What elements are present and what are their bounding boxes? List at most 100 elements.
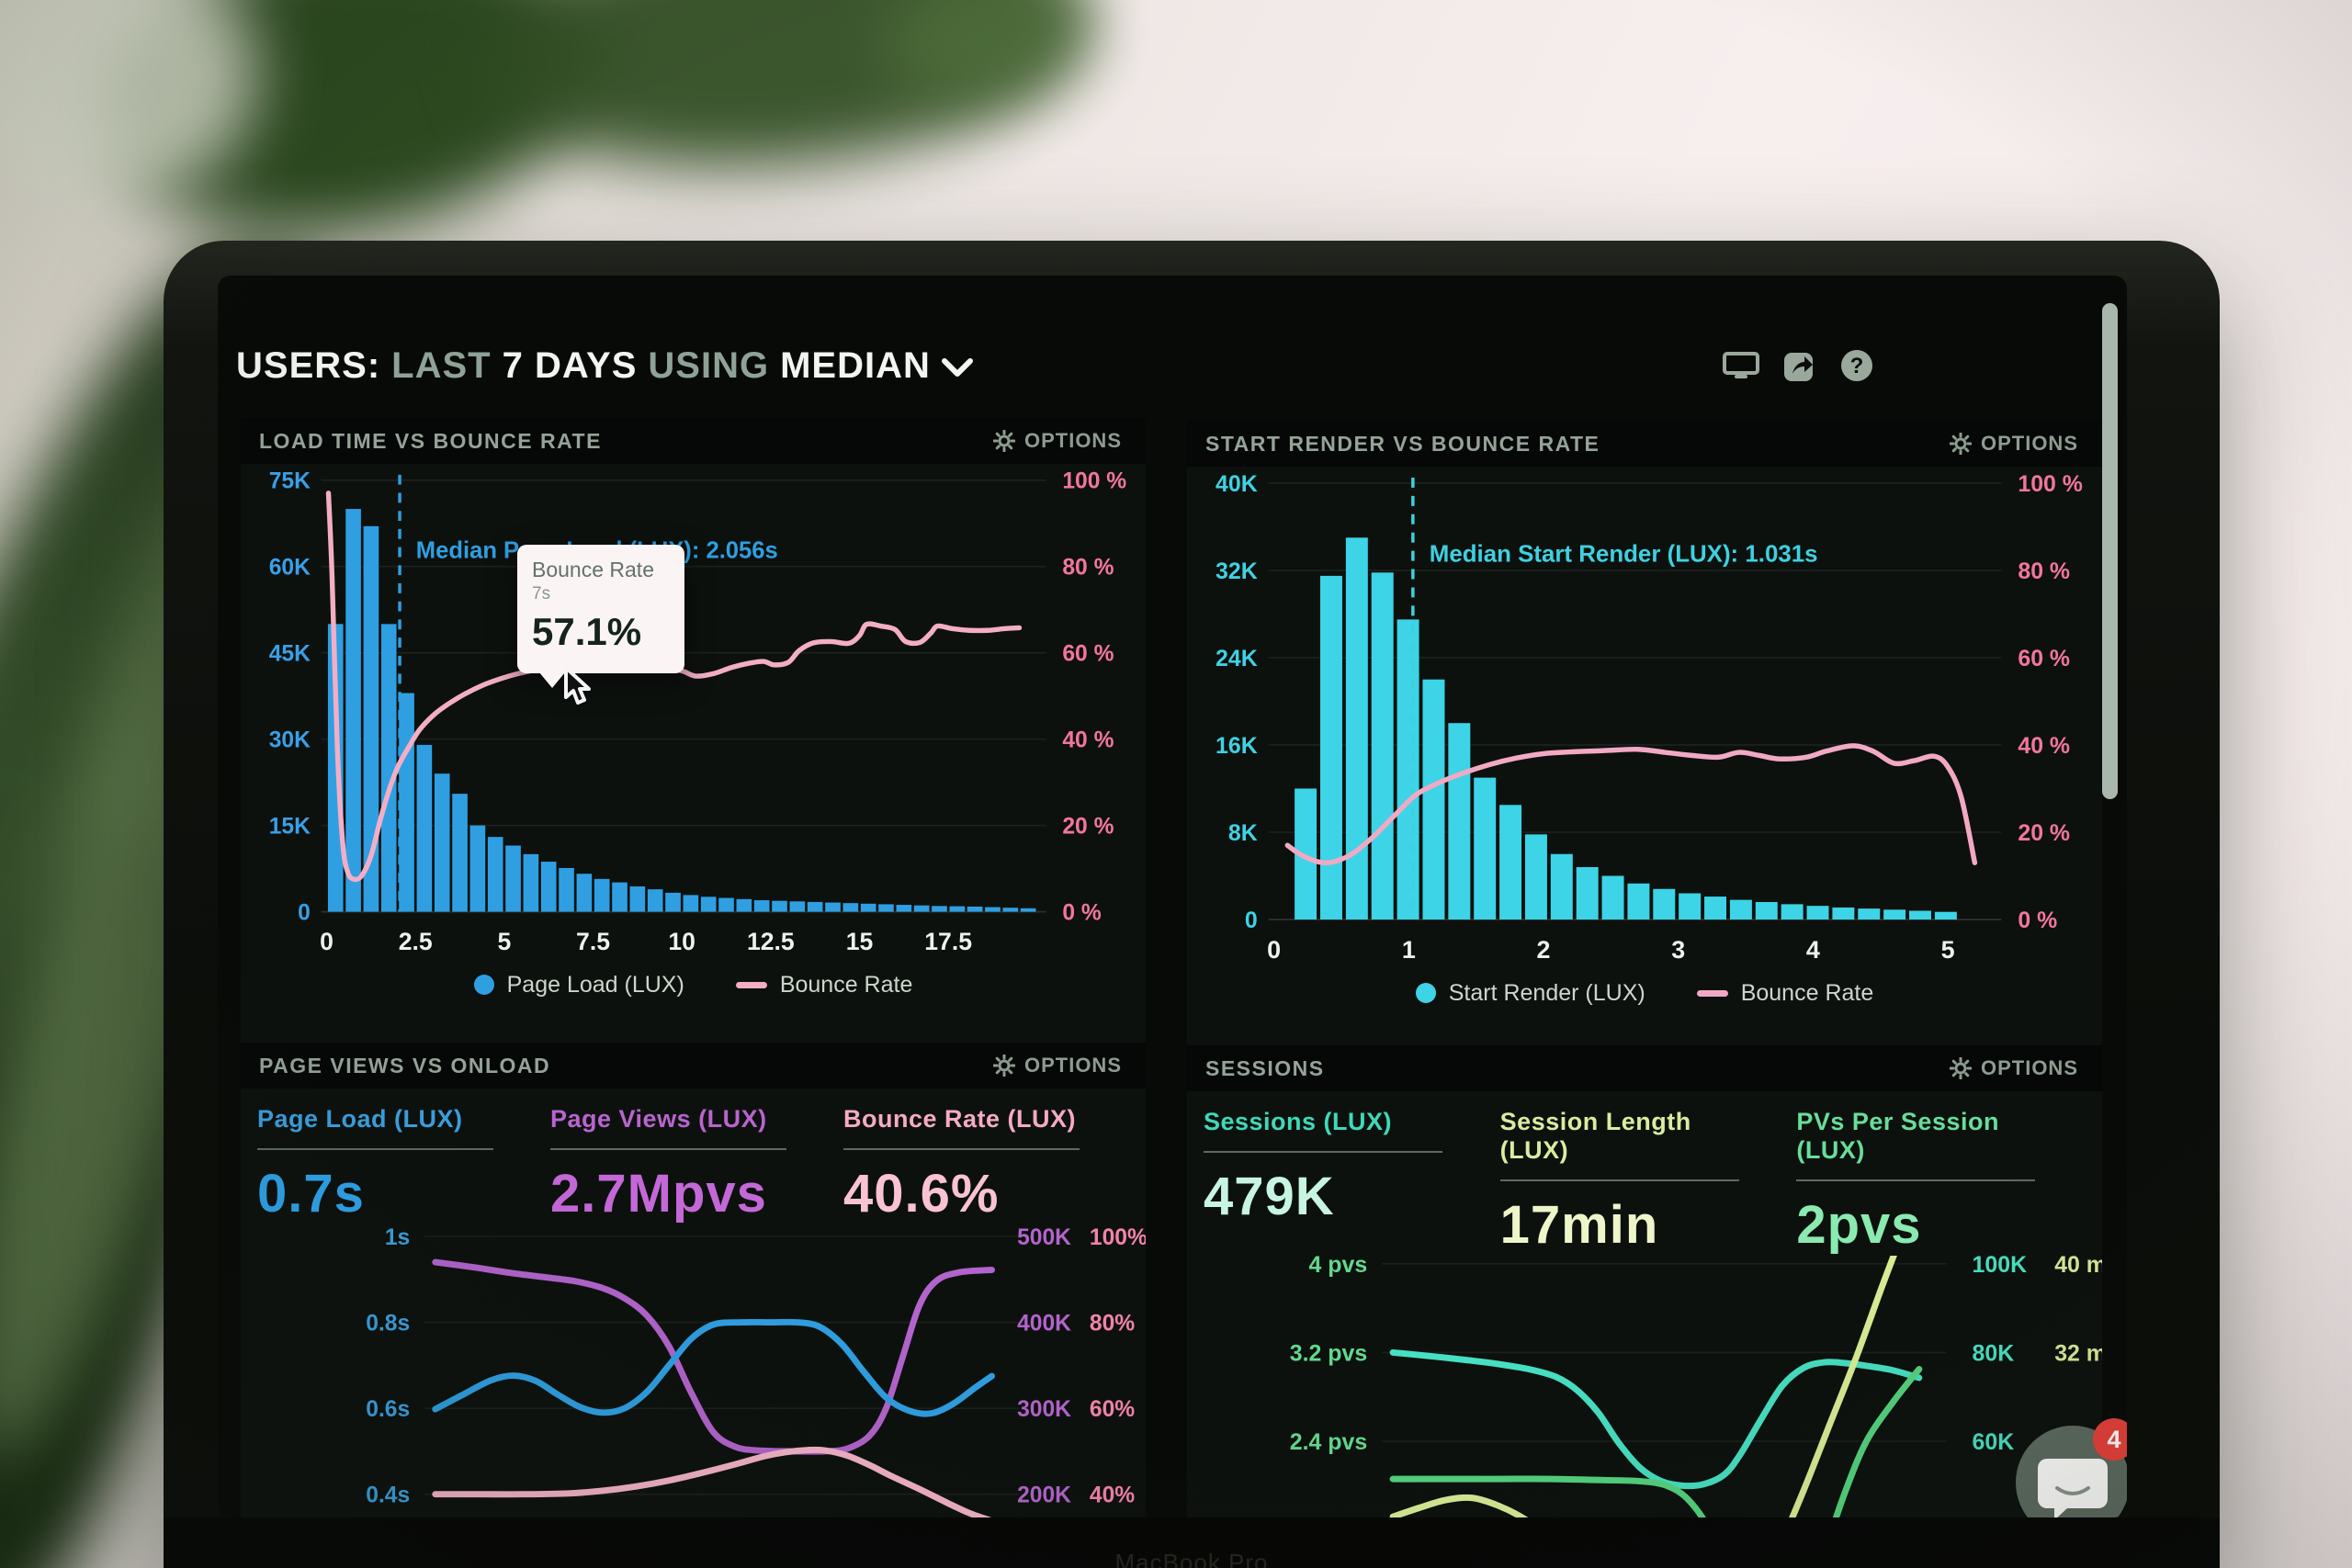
metric-value: 479K: [1204, 1167, 1335, 1226]
scrollbar-thumb[interactable]: [2102, 303, 2118, 799]
chevron-down-icon: [941, 345, 973, 387]
svg-text:60K: 60K: [1973, 1429, 2015, 1455]
display-icon[interactable]: [1723, 351, 1759, 380]
panel-title: LOAD TIME VS BOUNCE RATE: [259, 428, 602, 453]
metrics-row: Sessions (LUX) 479K Session Length (LUX)…: [1187, 1091, 2102, 1256]
options-label: OPTIONS: [1023, 1054, 1122, 1077]
metric-divider: [1204, 1151, 1443, 1153]
start-render-swatch: [1415, 983, 1436, 1004]
svg-text:24K: 24K: [1216, 646, 1258, 671]
svg-text:32K: 32K: [1216, 558, 1258, 584]
svg-text:100K: 100K: [1973, 1256, 2028, 1278]
svg-text:40 %: 40 %: [2018, 733, 2070, 759]
panel-sessions: SESSIONS OPTIONS Sessions (LUX) 479K Ses…: [1187, 1045, 2102, 1517]
svg-text:20 %: 20 %: [1062, 814, 1114, 839]
metric-value: 2.7Mpvs: [550, 1164, 767, 1224]
options-button[interactable]: OPTIONS: [992, 429, 1122, 453]
svg-text:80 %: 80 %: [2018, 558, 2070, 584]
svg-text:2: 2: [1537, 936, 1551, 964]
legend-item: Bounce Rate: [1696, 980, 1873, 1007]
panel-title: PAGE VIEWS VS ONLOAD: [259, 1053, 551, 1077]
svg-text:4: 4: [1806, 936, 1820, 964]
laptop-screen: USERS: LAST 7 DAYS USING MEDIAN: [218, 276, 2127, 1517]
legend-item: Start Render (LUX): [1415, 980, 1645, 1007]
svg-text:200K: 200K: [1017, 1483, 1071, 1508]
gear-icon: [992, 1055, 1015, 1077]
metric-divider: [1796, 1179, 2036, 1181]
load-time-chart[interactable]: 75K 60K 45K 30K 15K 0 100 % 80 % 60 % 40 % 20 % 0 %…: [241, 464, 1146, 966]
svg-text:60 %: 60 %: [1062, 642, 1114, 667]
metric-divider: [257, 1148, 493, 1150]
svg-text:16K: 16K: [1216, 733, 1258, 759]
help-icon[interactable]: ?: [1840, 349, 1873, 382]
metric-divider: [843, 1148, 1080, 1150]
svg-text:32 min: 32 min: [2054, 1340, 2102, 1366]
laptop: USERS: LAST 7 DAYS USING MEDIAN: [164, 241, 2220, 1568]
svg-text:60%: 60%: [1090, 1397, 1135, 1422]
page-load-swatch: [473, 975, 494, 996]
bounce-rate-swatch: [1696, 989, 1728, 997]
tooltip-subtitle: 7s: [532, 584, 551, 604]
metric-label: PVs Per Session (LUX): [1796, 1108, 1999, 1164]
legend: Start Render (LUX) Bounce Rate: [1187, 980, 2102, 1007]
options-button[interactable]: OPTIONS: [992, 1054, 1122, 1077]
svg-text:0: 0: [1245, 908, 1258, 933]
svg-text:0.8s: 0.8s: [366, 1311, 410, 1336]
metric-page-load: Page Load (LUX) 0.7s: [257, 1105, 550, 1224]
svg-text:300K: 300K: [1017, 1397, 1071, 1422]
metric-value: 40.6%: [843, 1164, 1000, 1224]
options-label: OPTIONS: [1980, 432, 2078, 455]
svg-text:1s: 1s: [385, 1225, 410, 1250]
svg-text:40K: 40K: [1216, 471, 1258, 497]
metric-bounce-rate: Bounce Rate (LUX) 40.6%: [843, 1105, 1136, 1224]
svg-text:80%: 80%: [1090, 1311, 1135, 1336]
legend-label: Bounce Rate: [779, 971, 913, 998]
svg-text:Median Start Render (LUX): 1.0: Median Start Render (LUX): 1.031s: [1430, 542, 1818, 568]
laptop-brand-text: MacBook Pro: [1114, 1549, 1269, 1568]
legend-label: Page Load (LUX): [506, 971, 684, 998]
panel-header: START RENDER VS BOUNCE RATE OPTIONS: [1187, 421, 2102, 467]
page-views-chart-area: 1s 0.8s 0.6s 0.4s 500K 100% 400K 80% 300K 60% 200K…: [241, 1224, 1146, 1517]
metric-divider: [1499, 1179, 1739, 1181]
svg-text:10: 10: [668, 928, 695, 955]
chat-unread-badge: 4: [2093, 1418, 2127, 1461]
metric-value: 17min: [1499, 1195, 1659, 1255]
tooltip-title: Bounce Rate: [532, 558, 654, 581]
svg-text:75K: 75K: [269, 469, 311, 494]
title-part: MEDIAN: [780, 344, 931, 386]
share-icon[interactable]: [1783, 349, 1816, 382]
users-range-dropdown[interactable]: USERS: LAST 7 DAYS USING MEDIAN: [236, 345, 973, 387]
gear-icon: [1949, 1057, 1972, 1079]
metric-label: Bounce Rate (LUX): [843, 1105, 1077, 1133]
svg-text:0: 0: [298, 900, 311, 925]
title-part: 7 DAYS: [502, 344, 638, 386]
options-button[interactable]: OPTIONS: [1949, 1056, 2078, 1080]
gear-icon: [1949, 433, 1972, 455]
options-label: OPTIONS: [1980, 1056, 2078, 1079]
panel-page-views-vs-onload: PAGE VIEWS VS ONLOAD OPTIONS Page Load (…: [241, 1043, 1146, 1517]
svg-text:100%: 100%: [1090, 1225, 1146, 1250]
chat-bubble-icon: [2038, 1459, 2108, 1517]
svg-text:15: 15: [846, 928, 874, 955]
svg-text:60K: 60K: [269, 556, 311, 581]
options-button[interactable]: OPTIONS: [1949, 432, 2078, 456]
svg-text:60 %: 60 %: [2018, 646, 2070, 671]
svg-text:100 %: 100 %: [2018, 471, 2083, 497]
metric-page-views: Page Views (LUX) 2.7Mpvs: [550, 1105, 843, 1224]
legend-item: Bounce Rate: [735, 971, 913, 998]
page-views-chart[interactable]: 1s 0.8s 0.6s 0.4s 500K 100% 400K 80% 300K 60% 200K…: [241, 1224, 1146, 1517]
svg-text:5: 5: [1941, 936, 1955, 964]
bounce-rate-swatch: [735, 981, 767, 988]
svg-text:2.5: 2.5: [399, 928, 433, 955]
svg-text:0: 0: [1267, 936, 1281, 964]
svg-text:0: 0: [320, 928, 334, 955]
metrics-row: Page Load (LUX) 0.7s Page Views (LUX) 2.…: [241, 1089, 1146, 1224]
laptop-chin: [164, 1517, 2220, 1568]
chat-widget-button[interactable]: 4: [2016, 1418, 2127, 1517]
svg-text:15K: 15K: [269, 814, 311, 839]
start-render-chart[interactable]: 40K 32K 24K 16K 8K 0 100 % 80 % 60 % 40 % 20 % 0 % 0…: [1187, 467, 2102, 975]
svg-text:40 %: 40 %: [1062, 728, 1114, 753]
